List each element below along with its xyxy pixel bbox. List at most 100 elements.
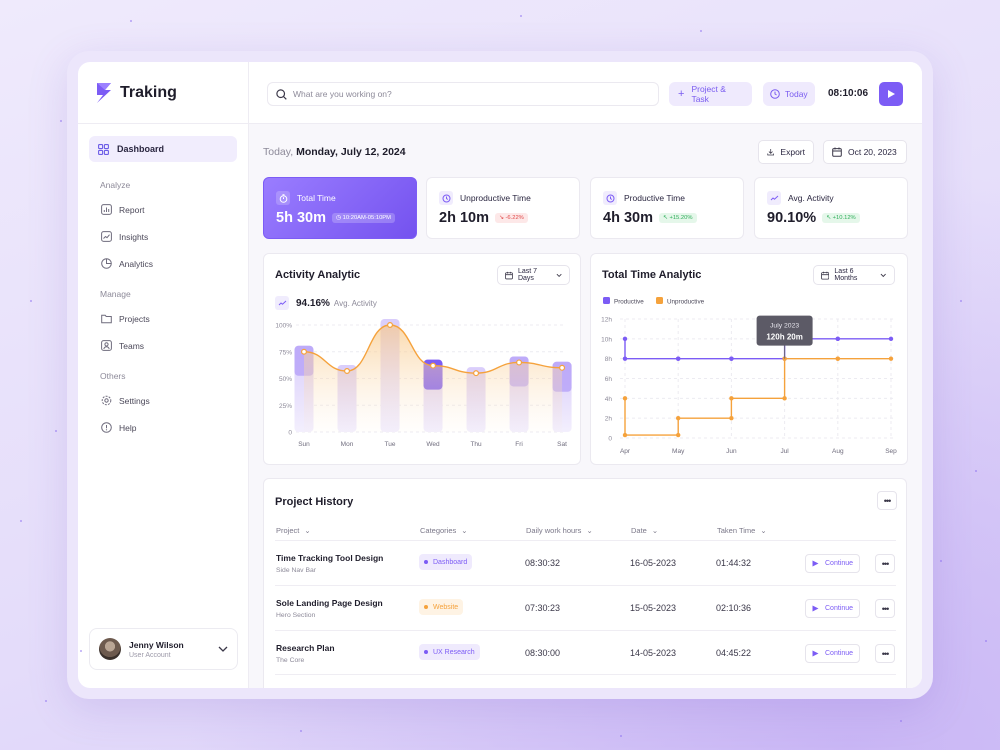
category-tag: Dashboard xyxy=(419,554,473,570)
series-line-productive xyxy=(624,338,891,360)
project-task-button[interactable]: + Project & Task xyxy=(669,82,752,106)
series-point xyxy=(729,356,734,361)
y-tick-label: 0 xyxy=(608,436,612,443)
sidebar-item-projects[interactable]: Projects xyxy=(100,311,248,326)
card-title: Project History xyxy=(275,496,354,508)
row-more-button[interactable]: ••• xyxy=(875,554,895,573)
tooltip-box xyxy=(756,315,813,346)
y-tick-label: 8h xyxy=(605,356,613,363)
background-star xyxy=(520,15,522,17)
today-button[interactable]: Today xyxy=(763,82,815,106)
y-tick-label: 100% xyxy=(275,323,292,330)
chevron-down-icon xyxy=(218,646,228,652)
sidebar-item-settings[interactable]: Settings xyxy=(100,393,248,408)
column-header-project[interactable]: Project ⌄ xyxy=(276,526,311,535)
stat-card-productive-time[interactable]: Productive Time 4h 30m ↖ +15.20% xyxy=(590,177,744,239)
project-title: Time Tracking Tool Design xyxy=(276,553,384,563)
start-timer-button[interactable] xyxy=(879,82,903,106)
background-star xyxy=(975,470,977,472)
table-row[interactable]: Time Tracking Tool Design Side Nav Bar D… xyxy=(275,540,896,585)
sidebar-item-analytics[interactable]: Analytics xyxy=(100,256,248,271)
table-row[interactable]: Sole Landing Page Design Hero Section We… xyxy=(275,585,896,630)
table-row[interactable]: Research Plan The Core UX Research 08:30… xyxy=(275,630,896,675)
series-point xyxy=(729,415,734,421)
project-task-label: Project & Task xyxy=(691,84,726,104)
more-options-button[interactable]: ••• xyxy=(877,491,897,510)
x-tick-label: Fri xyxy=(515,441,523,448)
user-role: User Account xyxy=(129,651,171,659)
stat-label: Total Time xyxy=(297,193,336,203)
card-title: Activity Analytic xyxy=(275,269,361,281)
series-point xyxy=(676,356,681,361)
activity-range-dropdown[interactable]: Last 7 Days xyxy=(497,265,570,285)
series-point xyxy=(622,396,628,401)
folder-icon xyxy=(100,313,112,325)
column-header-date[interactable]: Date ⌄ xyxy=(631,526,659,535)
taken-time: 02:10:36 xyxy=(716,603,752,613)
project-subtitle: Hero Section xyxy=(276,612,316,619)
y-tick-label: 0 xyxy=(288,430,292,437)
user-account-switcher[interactable]: Jenny Wilson User Account xyxy=(89,628,238,670)
x-tick-label: Sep xyxy=(885,448,897,455)
activity-point xyxy=(473,370,480,377)
export-button[interactable]: Export xyxy=(758,140,814,164)
legend-swatch xyxy=(656,297,663,304)
x-tick-label: Mon xyxy=(341,441,354,448)
total-time-range-dropdown[interactable]: Last 6 Months xyxy=(813,265,895,285)
sidebar-item-label: Insights xyxy=(119,231,149,242)
trend-up-badge: ↖ +10.12% xyxy=(822,213,860,223)
stat-card-avg-activity[interactable]: Avg. Activity 90.10% ↖ +10.12% xyxy=(754,177,908,239)
daily-hours: 07:30:23 xyxy=(525,603,561,613)
column-header-daily-hours[interactable]: Daily work hours ⌄ xyxy=(526,526,593,535)
brand: Traking xyxy=(78,62,248,124)
logo-icon xyxy=(97,82,111,103)
play-icon xyxy=(812,650,819,657)
insights-icon xyxy=(100,231,112,243)
tooltip-value: 120h 20m xyxy=(766,333,802,342)
trend-up-badge: ↖ +15.20% xyxy=(658,213,697,223)
search-icon xyxy=(276,88,287,100)
sidebar-item-report[interactable]: Report xyxy=(100,202,248,217)
activity-icon xyxy=(275,296,289,310)
background-star xyxy=(45,700,47,702)
activity-point xyxy=(300,348,307,355)
sidebar-item-dashboard[interactable]: Dashboard xyxy=(89,136,237,162)
column-header-taken-time[interactable]: Taken Time ⌄ xyxy=(717,526,767,535)
sidebar-section-others: Others xyxy=(100,371,126,381)
date-cell: 15-05-2023 xyxy=(630,603,677,613)
sidebar-item-label: Teams xyxy=(119,340,145,351)
continue-button[interactable]: Continue xyxy=(805,599,860,618)
series-point xyxy=(888,356,894,361)
chevron-down-icon: ⌄ xyxy=(760,526,767,535)
sidebar-item-help[interactable]: Help xyxy=(100,420,248,435)
search-bar[interactable] xyxy=(267,82,659,106)
column-header-categories[interactable]: Categories ⌄ xyxy=(420,526,468,535)
export-label: Export xyxy=(780,147,805,157)
gear-icon xyxy=(100,395,112,407)
row-more-button[interactable]: ••• xyxy=(875,599,895,618)
continue-button[interactable]: Continue xyxy=(805,554,860,573)
continue-button[interactable]: Continue xyxy=(805,644,860,663)
date-filter-button[interactable]: Oct 20, 2023 xyxy=(823,140,907,164)
team-icon xyxy=(100,340,112,352)
daily-hours: 08:30:00 xyxy=(525,648,561,658)
sidebar-item-label: Projects xyxy=(119,313,150,324)
stat-card-total-time[interactable]: Total Time 5h 30m ◷ 10:20AM-05:10PM xyxy=(263,177,417,239)
search-input[interactable] xyxy=(293,89,633,99)
chevron-down-icon: ⌄ xyxy=(651,526,659,535)
x-tick-label: Aug xyxy=(832,448,844,455)
row-more-button[interactable]: ••• xyxy=(875,644,895,663)
main-content: + Project & Task Today 08:10:06 Today, M… xyxy=(249,62,922,688)
chevron-down-icon xyxy=(556,273,562,277)
sidebar-item-teams[interactable]: Teams xyxy=(100,338,248,353)
sidebar-item-insights[interactable]: Insights xyxy=(100,229,248,244)
y-tick-label: 12h xyxy=(601,317,612,324)
y-tick-label: 50% xyxy=(279,376,292,383)
stat-card-unproductive-time[interactable]: Unproductive Time 2h 10m ↘ -6.22% xyxy=(426,177,580,239)
series-point xyxy=(888,336,894,342)
legend-swatch xyxy=(603,297,610,304)
legend-label: Unproductive xyxy=(667,299,705,306)
chevron-down-icon xyxy=(881,273,887,277)
avg-activity-label: Avg. Activity xyxy=(333,298,377,308)
y-tick-label: 75% xyxy=(279,349,292,356)
